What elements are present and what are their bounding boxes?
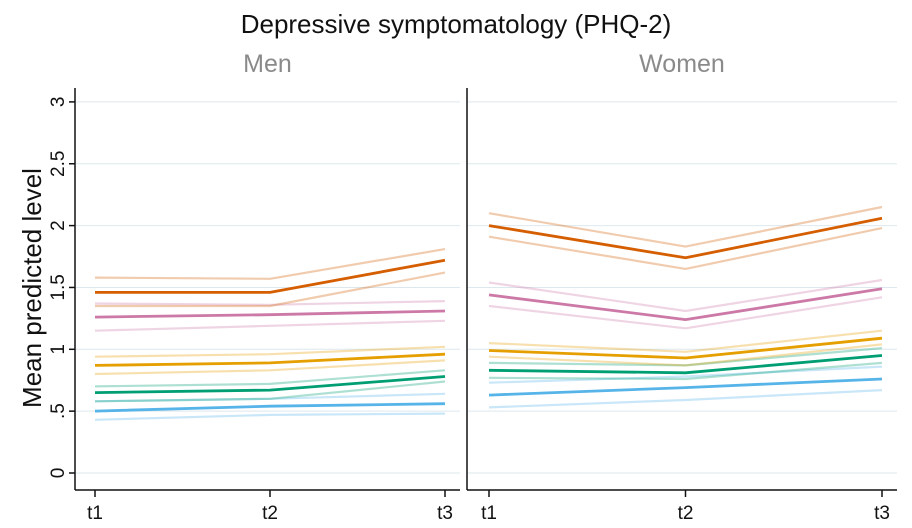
- series-line: [488, 336, 883, 360]
- ci-line-upper: [94, 248, 446, 280]
- panel-men: Men 0 .5 1 1.5 2 2.5 3 t1 t2 t3: [48, 50, 460, 524]
- y-tick-label: 2.5: [48, 151, 69, 177]
- series-3: [488, 278, 883, 330]
- ci-line-upper: [94, 392, 446, 403]
- panel-title: Women: [639, 50, 725, 78]
- ci-line-upper: [488, 278, 883, 313]
- series-line: [95, 258, 446, 294]
- panel-title: Men: [243, 50, 292, 78]
- ci-line-upper: [488, 365, 883, 384]
- y-tick-label: 1.5: [48, 274, 69, 300]
- y-tick-label: 2: [48, 220, 69, 231]
- ci-line-lower: [94, 412, 446, 421]
- series-4: [488, 205, 883, 270]
- series-1: [94, 369, 446, 403]
- ci-line-upper: [488, 205, 883, 248]
- y-tick-label: 3: [48, 97, 69, 108]
- series-line: [488, 216, 883, 260]
- ci-line-lower: [488, 361, 883, 381]
- ci-line-lower: [488, 296, 883, 330]
- series-0: [94, 392, 446, 421]
- x-tick-label: t2: [262, 503, 278, 524]
- x-tick-label: t3: [874, 503, 890, 524]
- ci-line-upper: [488, 347, 883, 367]
- y-tick-label: 1: [48, 344, 69, 355]
- x-tick-label: t2: [678, 503, 694, 524]
- chart-title: Depressive symptomatology (PHQ-2): [241, 9, 672, 39]
- series-1: [488, 347, 883, 381]
- ci-line-lower: [94, 319, 446, 332]
- x-tick-label: t3: [437, 503, 453, 524]
- ci-line-upper: [94, 345, 446, 358]
- ci-line-lower: [95, 271, 446, 308]
- ci-line-lower: [488, 227, 883, 270]
- x-tick-label: t1: [481, 503, 497, 524]
- series-0: [488, 365, 883, 409]
- ci-line-lower: [94, 380, 446, 403]
- y-tick-label: 0: [48, 468, 69, 479]
- panels: Men 0 .5 1 1.5 2 2.5 3 t1 t2 t3 Women t1 t2 t3: [48, 50, 897, 524]
- panel-women: Women t1 t2 t3: [466, 50, 897, 524]
- y-axis-label: Mean predicted level: [17, 168, 47, 408]
- series-3: [94, 300, 446, 332]
- series-line: [94, 352, 446, 367]
- x-tick-label: t1: [87, 503, 103, 524]
- series-line: [488, 377, 883, 397]
- series-line: [94, 309, 446, 319]
- ci-line-upper: [94, 300, 446, 306]
- ci-line-lower: [488, 343, 883, 367]
- series-line: [94, 402, 446, 413]
- y-tick-label: .5: [48, 403, 69, 419]
- ci-line-upper: [488, 329, 883, 353]
- ci-line-lower: [94, 359, 446, 376]
- ci-line-lower: [488, 389, 883, 409]
- series-4: [94, 248, 446, 308]
- series-line: [94, 375, 446, 394]
- ci-line-upper: [94, 369, 446, 388]
- series-line: [488, 354, 883, 375]
- series-line: [488, 287, 883, 322]
- series-2: [94, 345, 446, 376]
- series-2: [488, 329, 883, 367]
